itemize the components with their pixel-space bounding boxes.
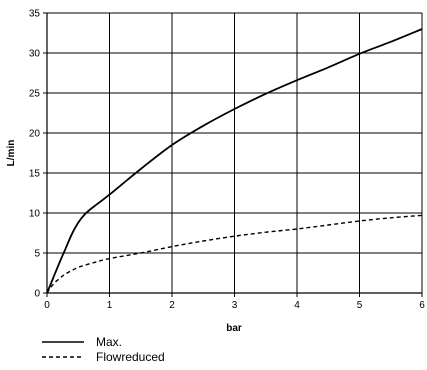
x-axis-label: bar (226, 323, 242, 334)
series-lines (46, 28, 423, 294)
legend: Max. Flowreduced (42, 335, 165, 364)
y-tick-label-5: 25 (29, 89, 41, 100)
series-line-flowreduced (46, 214, 423, 294)
y-tick-label-0: 0 (34, 289, 40, 300)
x-tick-label-1: 1 (107, 300, 113, 311)
y-tick-label-4: 20 (29, 129, 41, 140)
y-tick-label-6: 30 (29, 49, 41, 60)
x-tick-label-0: 0 (44, 300, 50, 311)
y-tick-label-7: 35 (29, 9, 41, 20)
y-tick-label-3: 15 (29, 169, 41, 180)
y-tick-label-1: 5 (34, 249, 40, 260)
legend-label-flowreduced: Flowreduced (96, 350, 165, 364)
series-line-max (46, 28, 423, 294)
x-tick-label-6: 6 (419, 300, 425, 311)
y-axis-label: L/min (6, 140, 17, 167)
tick-labels: 0 1 2 3 4 5 6 0 5 10 15 20 25 30 35 (29, 9, 425, 312)
x-tick-label-3: 3 (232, 300, 238, 311)
x-tick-label-5: 5 (357, 300, 363, 311)
x-tick-label-2: 2 (169, 300, 175, 311)
x-tick-label-4: 4 (294, 300, 300, 311)
y-tick-label-2: 10 (29, 209, 41, 220)
legend-label-max: Max. (96, 335, 122, 349)
grid (47, 12, 423, 293)
